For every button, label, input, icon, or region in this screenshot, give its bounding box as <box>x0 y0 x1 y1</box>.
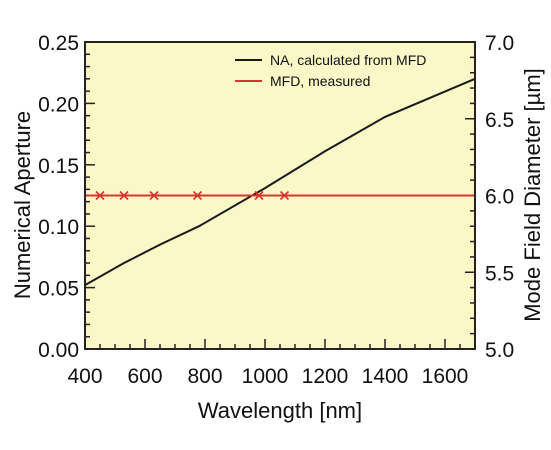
y2-tick-label: 5.5 <box>485 262 514 285</box>
legend: NA, calculated from MFD MFD, measured <box>235 52 426 89</box>
y-tick-label: 0.05 <box>38 278 79 301</box>
y-tick-label: 0.15 <box>38 155 79 178</box>
mfd-marker-x <box>279 190 290 201</box>
y-tick-label: 0.25 <box>38 32 79 55</box>
y-tick-label: 0.20 <box>38 93 79 116</box>
mfd-marker-x <box>149 190 159 201</box>
mfd-marker-stroke <box>119 190 129 201</box>
x-axis: 400 600 800 1000 1200 1400 1600 <box>67 339 476 388</box>
x-tick-label: 1000 <box>242 365 289 388</box>
mfd-marker-x <box>192 190 203 201</box>
x-tick-label: 1200 <box>302 365 349 388</box>
mfd-marker-stroke <box>149 190 159 201</box>
mfd-marker-x <box>95 190 105 201</box>
y2-tick-label: 6.5 <box>485 109 514 132</box>
y2-tick-label: 7.0 <box>485 32 514 55</box>
mfd-marker-x <box>254 190 264 201</box>
y-tick-label: 0.10 <box>38 216 79 239</box>
x-tick-label: 600 <box>127 365 162 388</box>
mfd-marker-stroke <box>279 190 290 201</box>
mfd-marker-x <box>119 190 129 201</box>
y-tick-label: 0.00 <box>38 339 79 362</box>
y-axis-right-title: Mode Field Diameter [µm] <box>520 68 545 322</box>
legend-label-mfd: MFD, measured <box>270 73 370 89</box>
y2-tick-label: 6.0 <box>485 186 514 209</box>
mfd-marker-stroke <box>95 190 105 201</box>
x-tick-label: 800 <box>187 365 222 388</box>
y-axis-right: 5.0 5.5 6.0 6.5 7.0 <box>465 32 514 362</box>
mfd-marker-stroke <box>192 190 203 201</box>
y2-tick-label: 5.0 <box>485 339 514 362</box>
x-tick-label: 1400 <box>362 365 409 388</box>
legend-label-na: NA, calculated from MFD <box>270 52 426 68</box>
x-tick-label: 400 <box>67 365 102 388</box>
plot-frame <box>84 41 476 350</box>
mfd-marker-stroke <box>254 190 264 201</box>
x-tick-label: 1600 <box>422 365 469 388</box>
y-axis-left-title: Numerical Aperture <box>10 111 35 299</box>
x-axis-title: Wavelength [nm] <box>198 398 362 423</box>
y-axis-left: 0.00 0.05 0.10 0.15 0.20 0.25 <box>38 32 95 362</box>
series-layer <box>84 77 476 287</box>
series-line-na <box>84 77 476 287</box>
